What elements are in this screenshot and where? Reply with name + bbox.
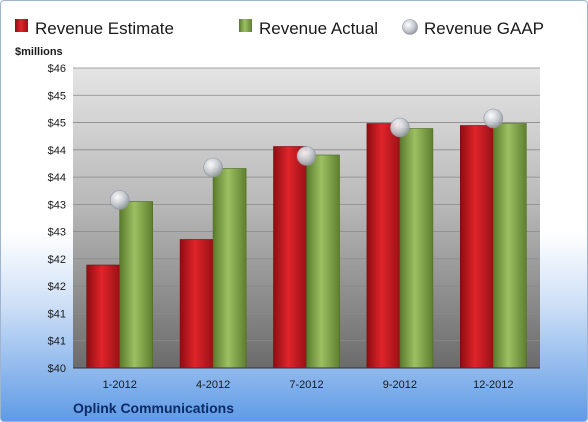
y-unit-label: $millions <box>15 46 63 58</box>
bar-revenue-actual <box>492 123 527 369</box>
bars <box>86 123 527 369</box>
marker-revenue-gaap <box>483 108 504 129</box>
legend-swatch-actual <box>239 19 252 32</box>
bar-revenue-estimate <box>366 123 401 369</box>
gaap-markers <box>109 108 504 210</box>
legend-label-estimate: Revenue Estimate <box>35 19 174 38</box>
legend-label-actual: Revenue Actual <box>259 19 378 38</box>
legend-marker-gaap <box>402 19 418 35</box>
y-axis-ticks: $40 $41 $41 $42 $42 $43 $43 $44 $44 $45 $45 $46 <box>48 63 66 375</box>
bar-revenue-estimate <box>179 239 214 369</box>
x-tick-label: 4-2012 <box>196 379 230 391</box>
x-tick-label: 12-2012 <box>473 379 513 391</box>
bar-revenue-estimate <box>86 264 120 369</box>
marker-revenue-gaap <box>203 157 223 178</box>
bar-revenue-estimate <box>273 146 307 369</box>
y-tick-label: $45 <box>48 118 66 130</box>
y-tick-label: $41 <box>48 336 66 348</box>
y-tick-label: $42 <box>48 281 66 293</box>
y-tick-label: $43 <box>48 227 66 239</box>
bar-revenue-actual <box>119 201 153 369</box>
y-tick-label: $42 <box>48 254 66 266</box>
bar-revenue-actual <box>399 128 434 369</box>
y-tick-label: $43 <box>48 199 66 211</box>
y-tick-label: $46 <box>48 63 66 75</box>
bar-revenue-actual <box>306 154 340 369</box>
x-tick-label: 1-2012 <box>103 379 137 391</box>
bar-revenue-estimate <box>459 125 494 369</box>
y-tick-label: $40 <box>48 363 66 375</box>
bar-revenue-actual <box>212 168 247 369</box>
y-tick-label: $44 <box>48 172 66 184</box>
y-tick-label: $41 <box>48 308 66 320</box>
x-tick-label: 7-2012 <box>289 379 323 391</box>
x-axis-ticks: 1-2012 4-2012 7-2012 9-2012 12-2012 <box>103 379 514 391</box>
legend-label-gaap: Revenue GAAP <box>424 19 544 38</box>
y-tick-label: $45 <box>48 90 66 102</box>
marker-revenue-gaap <box>296 146 317 166</box>
y-tick-label: $44 <box>48 145 66 157</box>
company-name: Oplink Communications <box>73 400 234 416</box>
x-tick-label: 9-2012 <box>383 379 417 391</box>
marker-revenue-gaap <box>390 117 410 138</box>
legend-swatch-estimate <box>15 19 28 32</box>
marker-revenue-gaap <box>109 190 130 210</box>
